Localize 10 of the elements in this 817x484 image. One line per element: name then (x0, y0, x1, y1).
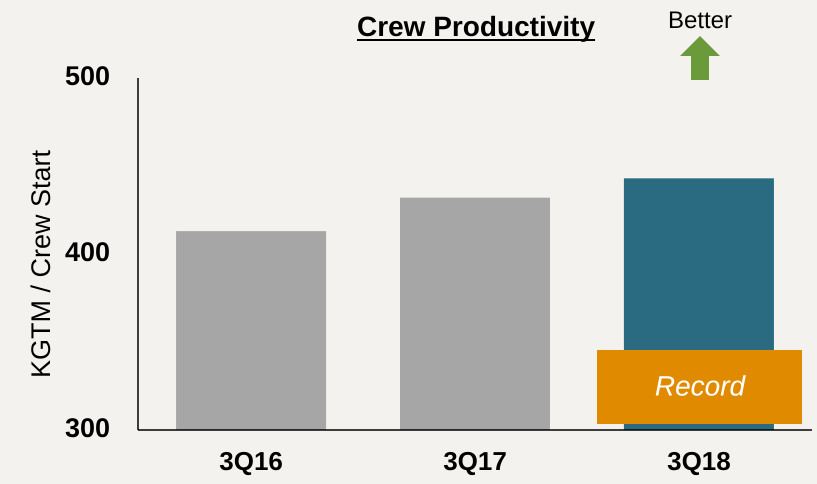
chart-title: Crew Productivity (356, 11, 596, 42)
y-tick-label: 400 (64, 237, 110, 268)
text: Better (668, 7, 732, 34)
y-axis-title: KGTM / Crew Start (26, 149, 56, 378)
y-tick-label: 500 (64, 61, 110, 92)
x-tick-label: 3Q17 (443, 446, 507, 476)
x-tick-label: 3Q18 (667, 446, 731, 476)
annotation: Record (654, 370, 747, 402)
y-tick-label: 300 (64, 413, 110, 444)
x-tick-label: 3Q16 (219, 446, 283, 476)
